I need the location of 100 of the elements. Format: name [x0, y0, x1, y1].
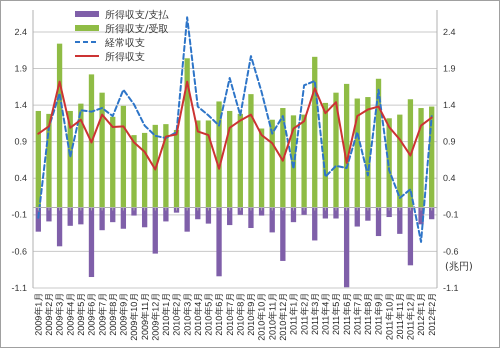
bar: [99, 208, 105, 230]
x-tick-label: 2012年1月: [416, 292, 426, 336]
x-tick-label: 2009年8月: [108, 292, 118, 336]
bar: [110, 208, 116, 222]
bar: [248, 94, 254, 208]
bar: [301, 208, 307, 215]
bar: [322, 208, 328, 218]
legend-label: 経常収支: [104, 37, 145, 49]
bar: [227, 110, 232, 208]
bar: [184, 208, 190, 232]
x-tick-label: 2010年1月: [161, 292, 172, 336]
x-tick-label: 2010年11月: [267, 292, 278, 340]
x-tick-label: 2009年12月: [150, 292, 160, 341]
bar: [280, 108, 286, 208]
bar: [120, 208, 126, 229]
bar: [152, 208, 158, 254]
x-tick-label: 2011年6月: [342, 292, 352, 336]
x-tick-label: 2010年2月: [172, 292, 182, 336]
bar: [195, 208, 200, 220]
y2-tick-label: 0.9: [443, 136, 456, 147]
bar: [120, 106, 126, 208]
y2-tick-label: 0.4: [443, 173, 456, 184]
x-tick-label: 2009年2月: [44, 292, 54, 336]
bar: [397, 208, 402, 234]
bar: [99, 92, 105, 208]
legend-label: 所得収支/受取: [105, 23, 168, 35]
y2-axis-title: (兆円): [445, 260, 473, 273]
y-tick-label: -1.1: [11, 282, 27, 293]
x-tick-label: 2011年7月: [352, 292, 362, 336]
x-tick-label: 2011年12月: [406, 292, 416, 340]
x-tick-label: 2011年1月: [288, 292, 299, 336]
bar: [301, 114, 307, 208]
bar: [195, 120, 200, 208]
x-tick-label: 2011年3月: [310, 292, 320, 336]
bar: [78, 104, 84, 208]
bar: [184, 58, 190, 208]
bar: [88, 208, 94, 278]
x-tick-label: 2009年1月: [33, 292, 44, 336]
y2-tick-label: -1.1: [443, 282, 459, 293]
line-series: [37, 80, 433, 170]
y2-tick-label: 1.9: [443, 63, 456, 74]
y-tick-label: 0.4: [14, 173, 27, 184]
legend-label: 所得収支/支払: [105, 9, 170, 21]
bar: [280, 208, 286, 261]
x-tick-label: 2010年4月: [192, 292, 203, 336]
x-tick-label: 2009年9月: [118, 292, 129, 336]
bar: [68, 208, 73, 226]
y2-tick-label: -0.1: [443, 210, 459, 220]
bar: [152, 124, 158, 208]
y2-tick-label: 1.4: [443, 100, 456, 110]
y-tick-label: -0.6: [11, 246, 27, 256]
bar: [163, 208, 169, 222]
x-tick-label: 2009年10月: [129, 292, 140, 341]
bar: [397, 114, 402, 208]
y-tick-label: 1.4: [14, 100, 27, 110]
x-tick-label: 2011年11月: [394, 292, 405, 340]
bar: [376, 208, 382, 236]
bar: [386, 208, 392, 218]
x-tick-label: 2011年8月: [363, 292, 374, 336]
bar: [312, 56, 318, 208]
x-tick-label: 2009年5月: [76, 292, 86, 336]
x-tick-label: 2011年5月: [331, 292, 342, 336]
bar: [36, 110, 41, 208]
legend-label: 所得収支: [105, 51, 145, 63]
x-tick-label: 2012年2月: [426, 292, 437, 336]
y-tick-label: -0.1: [11, 210, 27, 220]
x-tick-label: 2010年3月: [182, 292, 192, 336]
x-tick-label: 2010年5月: [204, 292, 214, 336]
x-tick-label: 2009年11月: [140, 292, 150, 340]
bar: [142, 208, 148, 228]
bar: [312, 208, 318, 240]
bar: [344, 208, 350, 288]
bar: [78, 208, 84, 224]
x-tick-label: 2009年4月: [65, 292, 76, 336]
x-tick-label: 2010年9月: [246, 292, 256, 336]
y2-tick-label: -0.6: [443, 246, 459, 256]
y-tick-label: 0.9: [14, 136, 27, 147]
x-tick-label: 2011年10月: [384, 292, 394, 340]
bar: [429, 208, 434, 220]
y-tick-label: 1.9: [14, 63, 27, 74]
bar: [163, 124, 169, 208]
bar: [354, 208, 360, 227]
bar: [142, 132, 148, 208]
bar: [227, 208, 232, 226]
x-tick-label: 2011年9月: [374, 292, 384, 336]
x-tick-label: 2011年2月: [299, 292, 310, 336]
x-tick-label: 2010年12月: [278, 292, 288, 341]
x-tick-label: 2010年6月: [214, 292, 224, 336]
bar: [238, 114, 243, 208]
x-tick-label: 2010年8月: [235, 292, 246, 336]
bar: [270, 208, 275, 232]
x-tick-label: 2009年6月: [86, 292, 97, 336]
bar: [238, 208, 243, 215]
x-tick-label: 2009年7月: [97, 292, 108, 336]
bar: [56, 208, 62, 246]
y2-tick-label: 2.4: [443, 26, 456, 37]
bar: [365, 208, 371, 221]
bar: [110, 116, 116, 208]
x-tick-label: 2010年10月: [256, 292, 267, 341]
x-tick-label: 2011年4月: [320, 292, 331, 336]
